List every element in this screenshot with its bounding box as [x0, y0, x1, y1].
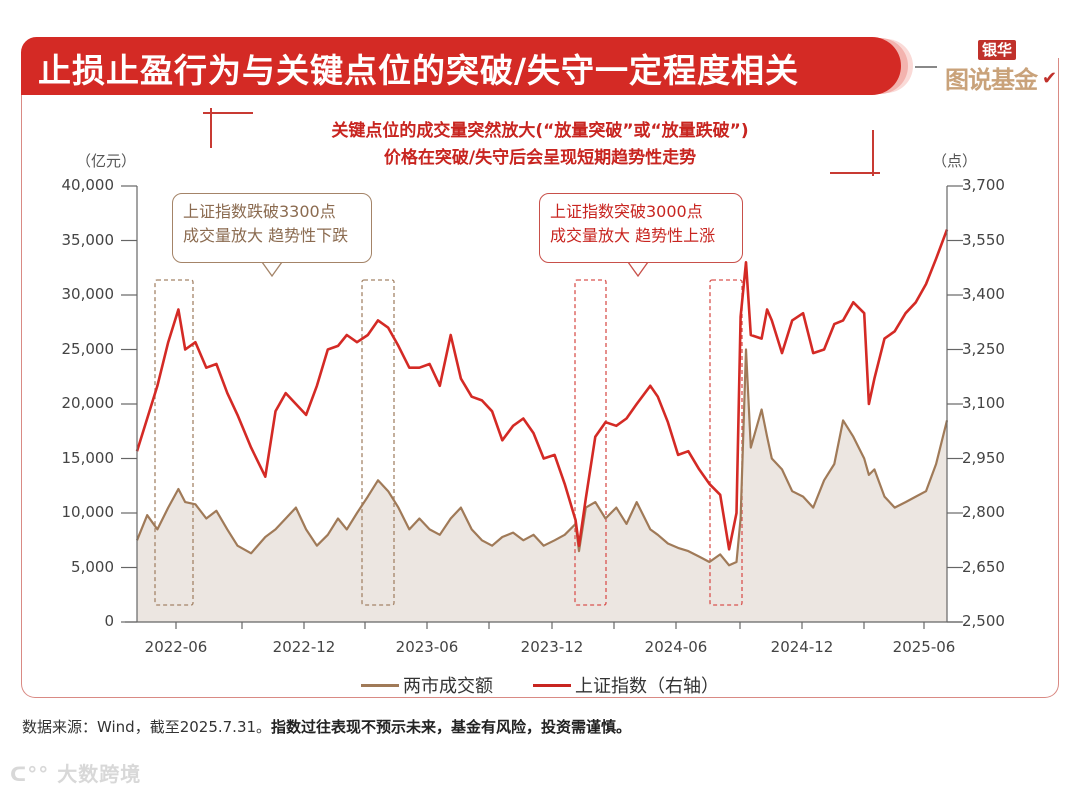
legend-item-turnover: 两市成交额 — [361, 672, 493, 698]
left-tick-label: 10,000 — [61, 503, 115, 521]
watermark: ᑕ°° 大数跨境 — [10, 758, 141, 787]
right-tick-label: 3,250 — [962, 339, 1005, 358]
x-tick-label: 2024-12 — [770, 638, 834, 656]
chart-frame — [21, 58, 1059, 698]
watermark-logo-icon: ᑕ°° — [10, 762, 58, 786]
right-tick-label: 3,100 — [962, 394, 1005, 412]
subtitle-deco-right-v — [872, 130, 874, 176]
x-tick-label: 2022-12 — [272, 638, 336, 656]
risk-disclaimer: 指数过往表现不预示未来，基金有风险，投资需谨慎。 — [271, 718, 632, 736]
legend-item-index: 上证指数（右轴） — [533, 672, 719, 698]
right-tick-label: 3,400 — [962, 285, 1005, 303]
right-tick-label: 2,950 — [962, 448, 1005, 467]
subtitle-deco-left-h — [203, 112, 253, 114]
footer-note: 数据来源：Wind，截至2025.7.31。指数过往表现不预示未来，基金有风险，… — [22, 716, 631, 737]
left-tick-label: 20,000 — [61, 394, 115, 412]
subtitle-deco-left-v — [210, 108, 212, 148]
subtitle-line-2: 价格在突破/失守后会呈现短期趋势性走势 — [383, 148, 697, 168]
subtitle-deco-right-h — [830, 172, 880, 174]
left-tick-label: 0 — [104, 612, 114, 630]
highlight-box-3 — [574, 279, 607, 606]
chart-subtitle: 关键点位的成交量突然放大(“放量突破”或“放量跌破”) 价格在突破/失守后会呈现… — [0, 118, 1080, 172]
left-tick-label: 35,000 — [61, 230, 115, 249]
right-tick-label: 2,800 — [962, 503, 1005, 521]
title-banner — [21, 37, 901, 95]
right-tick-label: 3,700 — [962, 176, 1005, 194]
turnover-line — [135, 348, 949, 567]
page-title: 止损止盈行为与关键点位的突破/失守一定程度相关 — [38, 51, 800, 90]
x-tick-label: 2023-12 — [520, 638, 584, 656]
x-tick-label: 2024-06 — [644, 638, 708, 656]
legend-label-index: 上证指数（右轴） — [575, 676, 719, 697]
legend-label-turnover: 两市成交额 — [403, 676, 493, 697]
turnover-area — [137, 349, 947, 622]
right-tick-label: 2,500 — [962, 612, 1005, 630]
x-tick-label: 2022-06 — [144, 638, 208, 656]
left-tick-label: 15,000 — [61, 448, 115, 467]
turnover-swatch — [361, 683, 399, 687]
callout-break-down: 上证指数跌破3300点 成交量放大 趋势性下跌 — [172, 193, 372, 263]
subtitle-line-1: 关键点位的成交量突然放大(“放量突破”或“放量跌破”) — [331, 121, 749, 141]
brand-logo-top: 银华 — [978, 40, 1017, 60]
callout-break-up-line-2: 成交量放大 趋势性上涨 — [550, 226, 716, 245]
left-tick-label: 5,000 — [71, 557, 114, 576]
watermark-text: 大数跨境 — [57, 762, 142, 786]
x-tick-label: 2023-06 — [395, 638, 459, 656]
highlight-box-1 — [154, 279, 194, 606]
callout-break-up-line-1: 上证指数突破3000点 — [550, 202, 703, 221]
chart-legend: 两市成交额 上证指数（右轴） — [0, 672, 1080, 698]
right-tick-label: 3,550 — [962, 230, 1005, 249]
index-line — [135, 229, 949, 551]
highlight-box-2 — [361, 279, 395, 606]
right-tick-label: 2,650 — [962, 557, 1005, 576]
x-tick-label: 2025-06 — [892, 638, 956, 656]
left-tick-label: 40,000 — [61, 176, 115, 194]
callout-pointer-left — [260, 261, 284, 278]
callout-pointer-right — [626, 261, 650, 278]
callout-break-down-line-1: 上证指数跌破3300点 — [183, 202, 336, 221]
left-axis-unit: （亿元） — [76, 152, 137, 170]
title-divider — [915, 66, 937, 68]
brand-logo-bottom: 图说基金 — [945, 66, 1038, 94]
left-tick-label: 30,000 — [61, 285, 115, 303]
callout-break-up: 上证指数突破3000点 成交量放大 趋势性上涨 — [539, 193, 743, 263]
left-tick-label: 25,000 — [61, 339, 115, 358]
data-source: 数据来源：Wind，截至2025.7.31。 — [22, 718, 272, 736]
right-axis-unit: （点） — [932, 152, 978, 170]
callout-break-down-line-2: 成交量放大 趋势性下跌 — [183, 226, 349, 245]
check-icon: ✔ — [1042, 68, 1058, 89]
index-swatch — [533, 683, 571, 687]
